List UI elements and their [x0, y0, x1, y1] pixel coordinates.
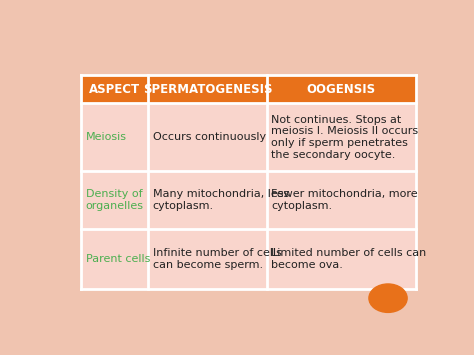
- Bar: [267, 171, 416, 229]
- Bar: [82, 171, 148, 229]
- Bar: [148, 171, 267, 229]
- Text: Many mitochondria, less
cytoplasm.: Many mitochondria, less cytoplasm.: [153, 189, 289, 211]
- Text: ASPECT: ASPECT: [89, 83, 140, 96]
- Bar: [82, 103, 148, 171]
- Text: Parent cells: Parent cells: [86, 254, 150, 264]
- Bar: [267, 229, 416, 289]
- Bar: [82, 229, 148, 289]
- Bar: [148, 229, 267, 289]
- Bar: [148, 75, 267, 103]
- Text: Fewer mitochondria, more
cytoplasm.: Fewer mitochondria, more cytoplasm.: [271, 189, 418, 211]
- Text: SPERMATOGENESIS: SPERMATOGENESIS: [143, 83, 272, 96]
- Text: Occurs continuously: Occurs continuously: [153, 132, 266, 142]
- Text: Meiosis: Meiosis: [86, 132, 127, 142]
- Text: Limited number of cells can
become ova.: Limited number of cells can become ova.: [271, 248, 427, 269]
- Text: Infinite number of cells
can become sperm.: Infinite number of cells can become sper…: [153, 248, 282, 269]
- Bar: [82, 75, 148, 103]
- Text: Density of
organelles: Density of organelles: [86, 189, 144, 211]
- Bar: [267, 103, 416, 171]
- Text: OOGENSIS: OOGENSIS: [307, 83, 376, 96]
- Bar: [148, 103, 267, 171]
- Text: Not continues. Stops at
meiosis I. Meiosis II occurs
only if sperm penetrates
th: Not continues. Stops at meiosis I. Meios…: [271, 115, 419, 160]
- Bar: [267, 75, 416, 103]
- Circle shape: [369, 284, 407, 312]
